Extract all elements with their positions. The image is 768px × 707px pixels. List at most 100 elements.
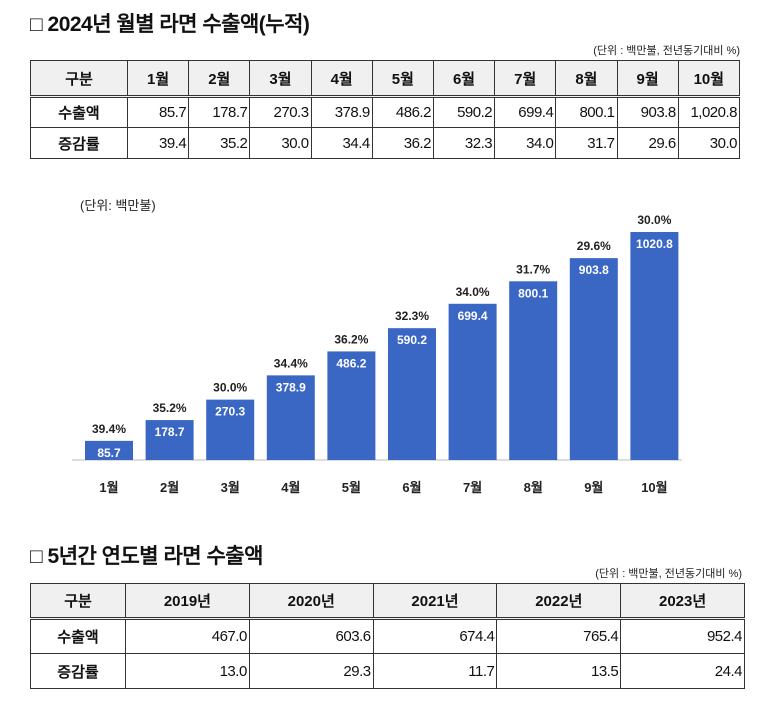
bar-value-label: 903.8: [579, 263, 609, 277]
bar-value-label: 486.2: [336, 356, 366, 370]
value-cell: 13.0: [125, 653, 250, 689]
x-tick-label: 7월: [463, 480, 482, 495]
chart-unit-label: (단위: 백만불): [80, 198, 156, 213]
header-cell: 4월: [310, 60, 373, 98]
value-cell: 35.2: [188, 127, 251, 159]
growth-label: 29.6%: [577, 239, 611, 253]
bar: [448, 303, 497, 460]
yearly-export-table: 구분 2019년 2020년 2021년 2022년 2023년 수출액 467.0 603.…: [30, 583, 745, 689]
growth-label: 39.4%: [92, 422, 126, 436]
value-cell: 800.1: [555, 96, 618, 128]
value-cell: 34.4: [310, 127, 373, 159]
value-cell: 603.6: [248, 618, 374, 654]
x-tick-label: 2월: [160, 480, 179, 495]
value-cell: 486.2: [371, 96, 434, 128]
section1-title: □ 2024년 월별 라면 수출액(누적): [30, 13, 310, 36]
value-cell: 1,020.8: [677, 96, 741, 128]
growth-label: 31.7%: [516, 262, 550, 276]
header-cell: 2022년: [496, 583, 622, 620]
x-tick-label: 9월: [584, 480, 603, 495]
bar-value-label: 270.3: [215, 405, 245, 419]
value-cell: 29.3: [248, 653, 374, 689]
header-cell: 5월: [371, 60, 434, 98]
growth-label: 30.0%: [213, 381, 247, 395]
table-row: 수출액 467.0 603.6 674.4 765.4 952.4: [30, 618, 745, 654]
header-cell: 2020년: [248, 583, 374, 620]
section1-unit: (단위 : 백만불, 전년동기대비 %): [593, 45, 740, 57]
value-cell: 270.3: [249, 96, 312, 128]
bar: [569, 258, 618, 460]
bar: [145, 420, 194, 460]
header-cell: 2월: [188, 60, 251, 98]
value-cell: 11.7: [372, 653, 498, 689]
bar-value-label: 800.1: [518, 286, 548, 300]
row-label: 증감률: [30, 127, 128, 159]
header-cell: 7월: [494, 60, 557, 98]
bar: [327, 351, 376, 460]
header-cell: 6월: [432, 60, 496, 98]
bar-value-label: 378.9: [276, 380, 306, 394]
growth-label: 34.0%: [456, 285, 490, 299]
value-cell: 178.7: [188, 96, 251, 128]
bar-value-label: 1020.8: [636, 237, 673, 251]
value-cell: 699.4: [494, 96, 557, 128]
growth-label: 34.4%: [274, 356, 308, 370]
table-row: 증감률 39.4 35.2 30.0 34.4 36.2 32.3 34.0 31.7 29.6 3…: [30, 127, 741, 159]
x-tick-label: 8월: [524, 480, 543, 495]
value-cell: 30.0: [677, 127, 741, 159]
value-cell: 36.2: [371, 127, 434, 159]
value-cell: 590.2: [432, 96, 496, 128]
header-cell: 2023년: [620, 583, 745, 620]
header-cell: 2021년: [372, 583, 498, 620]
x-tick-label: 6월: [402, 480, 421, 495]
bar: [266, 375, 315, 460]
value-cell: 39.4: [126, 127, 190, 159]
value-cell: 34.0: [494, 127, 557, 159]
value-cell: 13.5: [496, 653, 622, 689]
bar-value-label: 590.2: [397, 333, 427, 347]
value-cell: 952.4: [620, 618, 745, 654]
row-label: 수출액: [30, 96, 128, 128]
section2-title: □ 5년간 연도별 라면 수출액: [30, 545, 263, 568]
value-cell: 378.9: [310, 96, 373, 128]
value-cell: 24.4: [620, 653, 745, 689]
growth-label: 32.3%: [395, 309, 429, 323]
value-cell: 30.0: [249, 127, 312, 159]
header-cell: 3월: [249, 60, 312, 98]
value-cell: 903.8: [616, 96, 679, 128]
table-row: 증감률 13.0 29.3 11.7 13.5 24.4: [30, 653, 745, 689]
value-cell: 32.3: [432, 127, 496, 159]
header-cell: 2019년: [125, 583, 250, 620]
bar: [85, 440, 133, 460]
bar: [509, 281, 558, 460]
value-cell: 674.4: [372, 618, 498, 654]
header-cell: 구분: [30, 60, 128, 98]
value-cell: 467.0: [125, 618, 250, 654]
bar: [206, 399, 255, 460]
header-cell: 10월: [677, 60, 741, 98]
table-row: 수출액 85.7 178.7 270.3 378.9 486.2 590.2 699.4 800…: [30, 96, 741, 128]
growth-label: 36.2%: [334, 332, 368, 346]
x-tick-label: 5월: [342, 480, 361, 495]
bar: [388, 328, 436, 460]
bar-value-label: 178.7: [155, 425, 185, 439]
row-label: 수출액: [30, 618, 126, 654]
growth-label: 30.0%: [637, 213, 671, 227]
x-tick-label: 10월: [641, 480, 667, 495]
value-cell: 765.4: [496, 618, 622, 654]
monthly-export-table: 구분 1월 2월 3월 4월 5월 6월 7월 8월 9월 10월 수출액 85.7 178.7 270.…: [30, 60, 741, 159]
value-cell: 85.7: [126, 96, 190, 128]
growth-label: 35.2%: [153, 401, 187, 415]
monthly-export-chart: (단위: 백만불) 85.7 39.4% 1월 178.7 35.2% 2월 270.3 30…: [72, 198, 682, 495]
x-tick-label: 4월: [281, 480, 300, 495]
header-cell: 9월: [616, 60, 679, 98]
section2-unit: (단위 : 백만불, 전년동기대비 %): [595, 568, 742, 580]
value-cell: 29.6: [616, 127, 679, 159]
x-tick-label: 1월: [99, 480, 118, 495]
x-tick-label: 3월: [221, 480, 240, 495]
header-cell: 8월: [555, 60, 618, 98]
row-label: 증감률: [30, 653, 126, 689]
header-cell: 구분: [30, 583, 126, 620]
bar-value-label: 699.4: [458, 309, 488, 323]
bar: [630, 232, 679, 460]
